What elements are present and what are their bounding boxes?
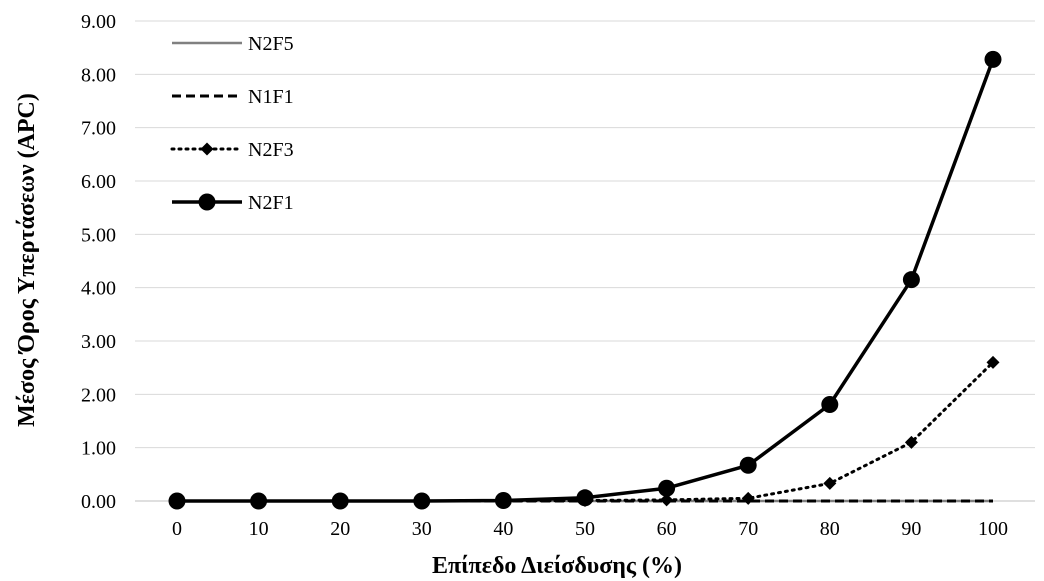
series-line (175, 360, 995, 503)
x-tick-label: 60 (657, 518, 677, 540)
data-point (576, 489, 594, 507)
y-axis-title: Μέσος Όρος Υπερτάσεων (APC) (14, 93, 40, 427)
y-tick-label: 6.00 (81, 171, 116, 193)
data-point (168, 492, 186, 510)
y-axis-tick-labels: 0.00 1.00 2.00 3.00 4.00 5.00 6.00 7.00 8.00 9.00 (81, 11, 116, 513)
data-point (904, 435, 918, 449)
y-tick-label: 4.00 (81, 278, 116, 300)
legend-entry: N2F3 (170, 139, 294, 161)
y-tick-label: 9.00 (81, 11, 116, 33)
y-tick-label: 8.00 (81, 64, 116, 86)
legend-label: N2F3 (248, 139, 294, 161)
data-point (494, 491, 512, 509)
legend-label: N1F1 (248, 86, 294, 108)
data-point (331, 492, 349, 510)
data-point (658, 479, 676, 497)
y-tick-label: 2.00 (81, 384, 116, 406)
legend-entry: N1F1 (172, 86, 294, 108)
y-tick-label: 1.00 (81, 438, 116, 460)
series-line (177, 58, 995, 503)
x-tick-label: 50 (575, 518, 595, 540)
x-axis-title: Επίπεδο Διείσδυσης (%) (432, 553, 682, 579)
legend-marker (198, 193, 216, 211)
data-point (660, 493, 674, 507)
x-tick-label: 10 (249, 518, 269, 540)
data-point (413, 492, 431, 510)
data-point (821, 395, 839, 413)
x-tick-label: 20 (330, 518, 350, 540)
x-axis-tick-labels: 0 10 20 30 40 50 60 70 80 90 100 (172, 518, 1008, 540)
data-point (739, 456, 757, 474)
legend-entry: N2F5 (172, 33, 294, 55)
x-tick-label: 90 (901, 518, 921, 540)
legend-label: N2F1 (248, 192, 294, 214)
data-point (823, 476, 837, 490)
data-point (984, 50, 1002, 68)
legend-label: N2F5 (248, 33, 294, 55)
y-tick-label: 7.00 (81, 118, 116, 140)
legend: N2F5 N1F1 N2F3 N2F1 (170, 33, 294, 214)
legend-entry: N2F1 (172, 192, 294, 214)
series-n2f1 (168, 50, 1002, 510)
x-tick-label: 40 (493, 518, 513, 540)
legend-marker (200, 142, 214, 156)
series-lines (168, 50, 1002, 510)
x-tick-label: 70 (738, 518, 758, 540)
x-tick-label: 100 (978, 518, 1008, 540)
y-tick-label: 5.00 (81, 224, 116, 246)
x-tick-label: 30 (412, 518, 432, 540)
series-n2f3 (170, 355, 1000, 508)
data-point (902, 271, 920, 289)
y-tick-label: 0.00 (81, 491, 116, 513)
x-tick-label: 80 (820, 518, 840, 540)
data-point (986, 355, 1000, 369)
data-point (741, 491, 755, 505)
data-point (250, 492, 268, 510)
x-tick-label: 0 (172, 518, 182, 540)
y-tick-label: 3.00 (81, 331, 116, 353)
